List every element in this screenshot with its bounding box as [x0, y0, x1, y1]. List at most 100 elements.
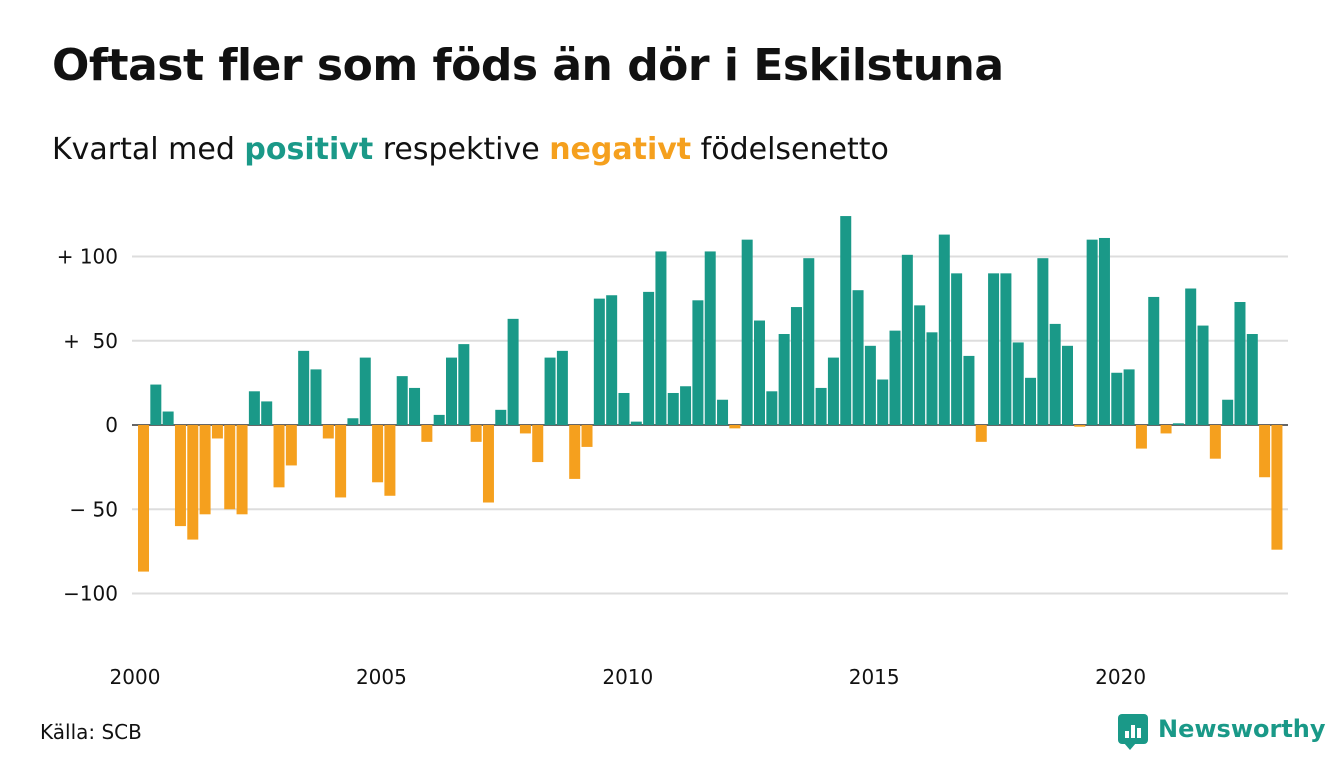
bar: [680, 386, 692, 426]
bar: [901, 254, 913, 425]
bar: [409, 387, 421, 425]
bar: [1185, 288, 1197, 425]
bar: [1259, 425, 1271, 478]
bar: [322, 425, 334, 439]
y-tick-label: + 100: [57, 245, 118, 269]
bar: [766, 391, 778, 425]
bar: [1209, 425, 1221, 459]
y-tick-label: −100: [63, 582, 118, 606]
bar: [840, 216, 852, 425]
y-tick-label: 0: [105, 413, 118, 437]
bar: [1135, 425, 1147, 449]
bar: [581, 425, 593, 447]
bar: [1160, 425, 1172, 434]
chart-title: Oftast fler som föds än dör i Eskilstuna: [52, 40, 1004, 91]
bar: [938, 234, 950, 425]
bar: [335, 425, 347, 498]
bar: [988, 273, 1000, 425]
bar: [1086, 239, 1098, 425]
x-tick-label: 2005: [356, 665, 407, 689]
x-tick-label: 2010: [602, 665, 653, 689]
bars: [138, 216, 1283, 572]
bar: [1271, 425, 1283, 550]
bar: [384, 425, 396, 496]
bar: [741, 239, 753, 425]
bar: [1025, 377, 1037, 425]
bar: [754, 320, 765, 425]
bar: [593, 298, 605, 426]
bar: [556, 350, 568, 425]
bar: [803, 258, 815, 425]
bar: [421, 425, 433, 442]
bar: [1123, 369, 1135, 425]
bar: [1111, 372, 1123, 425]
bar: [248, 391, 260, 425]
bar: [692, 300, 704, 425]
bar: [889, 330, 901, 425]
y-tick-label: − 50: [69, 497, 118, 521]
bar: [790, 307, 802, 425]
bar: [864, 345, 876, 426]
bar: [1222, 399, 1234, 426]
bar: [446, 357, 457, 425]
bar: [150, 384, 162, 425]
bar: [606, 295, 618, 425]
x-tick-label: 2020: [1095, 665, 1146, 689]
x-tick-label: 2015: [849, 665, 900, 689]
bar: [667, 392, 679, 426]
bar: [544, 357, 556, 425]
subtitle-text-middle: respektive: [373, 132, 550, 167]
bar: [285, 425, 297, 466]
bar: [729, 425, 741, 429]
bar: [495, 409, 507, 425]
bar: [1000, 273, 1012, 425]
newsworthy-logo: Newsworthy: [1118, 714, 1326, 750]
bar: [1234, 302, 1246, 426]
bar: [211, 425, 223, 439]
bar: [174, 425, 186, 527]
bar: [852, 290, 864, 425]
x-axis-labels: 2000 2005 2010 2015 2020: [110, 665, 1147, 689]
y-axis-labels: + 100 + 50 0 − 50 −100: [57, 245, 118, 606]
bar: [187, 425, 199, 540]
bar: [298, 350, 310, 425]
bar: [1148, 296, 1160, 425]
bar: [482, 425, 494, 503]
bar: [914, 305, 926, 426]
bar: [236, 425, 248, 515]
bar: [1246, 334, 1258, 425]
bar: [569, 425, 581, 479]
bar: [1197, 325, 1209, 425]
bar: [717, 399, 729, 426]
y-tick-label: + 50: [63, 329, 118, 353]
bar: [963, 355, 975, 425]
bar: [470, 425, 482, 442]
bar: [1098, 237, 1110, 425]
bar: [396, 376, 408, 425]
bar: [532, 425, 544, 463]
bar: [704, 251, 716, 425]
bar: [951, 273, 963, 425]
bar: [643, 291, 655, 425]
subtitle-text-after: födelsenetto: [691, 132, 889, 167]
bar: [618, 392, 630, 426]
bar: [1074, 425, 1086, 427]
bar: [1049, 323, 1061, 425]
bar: [827, 357, 839, 425]
bar: [261, 401, 273, 425]
bar: [273, 425, 285, 488]
bar: [224, 425, 236, 510]
bar: [433, 414, 445, 425]
subtitle-text-before: Kvartal med: [52, 132, 245, 167]
bar: [778, 334, 790, 425]
bar: [1037, 258, 1049, 425]
bar: [507, 318, 519, 426]
chart-subtitle: Kvartal med positivt respektive negativt…: [52, 132, 889, 167]
source-note: Källa: SCB: [40, 720, 142, 744]
subtitle-positive: positivt: [244, 132, 374, 167]
bar: [372, 425, 384, 483]
x-tick-label: 2000: [110, 665, 161, 689]
newsworthy-logo-icon: [1118, 714, 1148, 750]
bar: [519, 425, 531, 434]
